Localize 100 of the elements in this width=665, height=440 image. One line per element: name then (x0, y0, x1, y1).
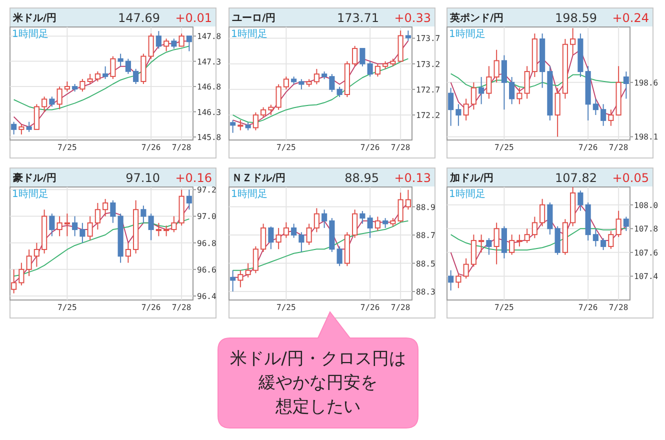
candlestick (367, 60, 373, 78)
chart-title: ユーロ/円 (232, 13, 276, 24)
chart-title: 米ドル/円 (12, 12, 57, 24)
candlestick (110, 200, 116, 224)
y-tick-label: 146.8 (197, 82, 222, 92)
candlestick (616, 210, 622, 238)
candlestick (463, 258, 469, 280)
candlestick (260, 223, 266, 252)
candlestick (306, 223, 312, 246)
candlestick (245, 262, 251, 278)
candlestick (352, 45, 358, 67)
candlestick (336, 246, 342, 267)
candlestick (133, 68, 139, 85)
y-tick-label: 198.1 (634, 132, 658, 142)
chart-title: 加ドル/円 (449, 172, 494, 184)
candlestick (230, 270, 236, 292)
candlestick (608, 230, 614, 250)
candlestick (56, 216, 62, 237)
x-tick-label: 7/28 (390, 143, 410, 152)
candlestick (87, 216, 93, 241)
candlestick (382, 218, 388, 228)
candlestick (374, 63, 380, 78)
y-tick-label: 107.8 (634, 224, 658, 234)
y-tick-label: 96.6 (197, 265, 216, 274)
candlestick (547, 202, 553, 236)
candlestick (623, 216, 629, 232)
candlestick (56, 86, 62, 110)
x-tick-label: 7/25 (494, 143, 514, 152)
x-tick-label: 7/28 (608, 143, 628, 152)
x-tick-label: 7/26 (578, 143, 598, 152)
candlestick (252, 246, 258, 274)
annotation: 1時間足 (12, 28, 48, 40)
annotation: 1時間足 (449, 28, 486, 40)
candlestick (509, 234, 515, 256)
candlestick (42, 96, 48, 112)
y-tick-label: 198.6 (634, 78, 658, 88)
text: +0.01 (175, 11, 212, 25)
candlestick (540, 198, 546, 227)
candlestick (456, 273, 462, 289)
text: +0.05 (612, 171, 649, 185)
text: +0.24 (612, 11, 649, 25)
candlestick (298, 232, 304, 252)
candlestick (156, 30, 162, 50)
candlestick (94, 202, 100, 230)
candlestick (456, 104, 462, 126)
candlestick (578, 190, 584, 212)
candlestick (171, 216, 177, 233)
y-tick-label: 97.2 (197, 186, 216, 195)
candlestick (72, 216, 78, 237)
candlestick (486, 66, 492, 100)
candlestick (501, 226, 507, 259)
candlestick (524, 66, 530, 100)
annotation: 1時間足 (449, 188, 486, 200)
candlestick (623, 71, 629, 100)
text: 107.82 (555, 171, 597, 185)
candlestick (238, 270, 244, 288)
x-tick-label: 7/26 (360, 303, 380, 312)
y-tick-label: 173.7 (416, 34, 440, 44)
x-tick-label: 7/25 (276, 143, 296, 152)
candlestick (64, 213, 70, 237)
text: +0.13 (394, 171, 431, 185)
candlestick (516, 234, 522, 247)
annotation: 1時間足 (12, 188, 48, 200)
chart-title: 豪ドル/円 (12, 172, 57, 184)
x-tick-label: 7/26 (578, 303, 598, 312)
chart-title: ＮＺドル/円 (232, 173, 286, 184)
x-tick-label: 7/25 (276, 303, 296, 312)
candlestick (18, 124, 24, 135)
candlestick (87, 73, 93, 85)
candlestick (80, 78, 86, 92)
candlestick (102, 198, 108, 217)
text: 米ドル/円・クロス円は (230, 349, 406, 369)
candlestick (80, 222, 86, 244)
candlestick (405, 30, 411, 42)
y-tick-label: 96.8 (197, 238, 216, 248)
candlestick (171, 38, 177, 50)
candlestick (374, 216, 380, 232)
candlestick (49, 213, 55, 237)
candlestick (276, 227, 282, 250)
text: 想定したい (274, 397, 360, 417)
y-tick-label: 88.9 (416, 202, 436, 212)
candlestick (34, 242, 40, 268)
candlestick (494, 49, 500, 83)
annotation: 1時間足 (231, 28, 268, 40)
candlestick (554, 226, 560, 256)
y-tick-label: 146.3 (197, 108, 222, 117)
candlestick (367, 214, 373, 238)
candlestick (516, 87, 522, 105)
candlestick (34, 104, 40, 130)
y-tick-label: 88.5 (416, 259, 436, 268)
candlestick (478, 76, 484, 105)
candlestick (600, 104, 606, 126)
candlestick (94, 70, 100, 82)
text: 88.95 (344, 171, 379, 185)
candlestick (600, 238, 606, 251)
candlestick (592, 98, 598, 116)
candlestick (329, 74, 335, 92)
y-tick-label: 173.2 (416, 60, 440, 69)
y-tick-label: 145.8 (197, 132, 222, 142)
candlestick (102, 66, 108, 80)
